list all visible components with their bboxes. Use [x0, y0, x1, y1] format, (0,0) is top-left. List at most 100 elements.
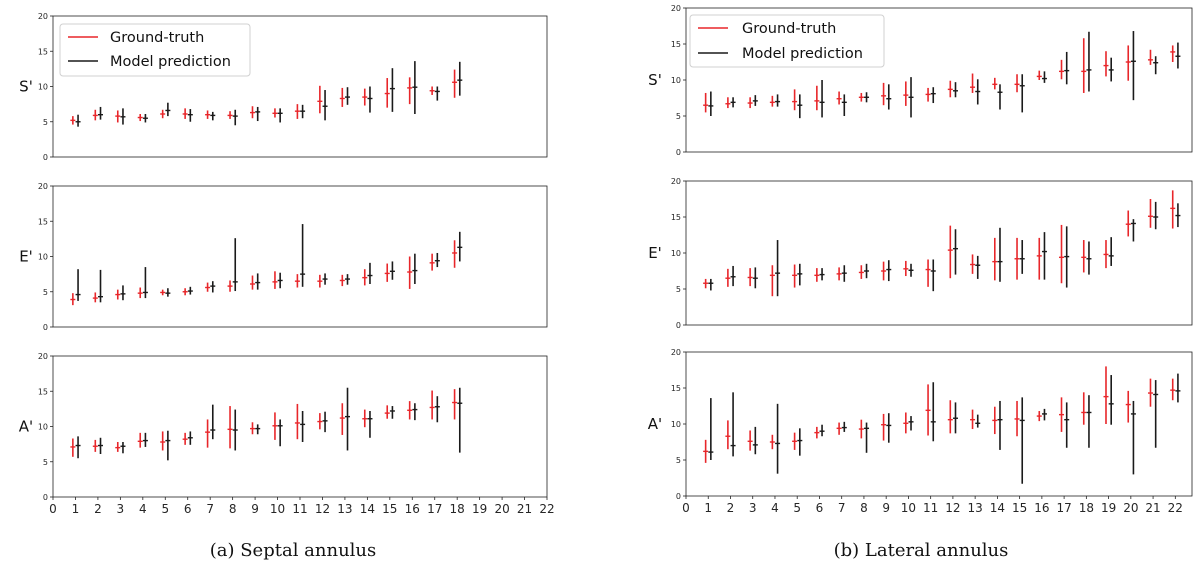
legend-label-ground-truth: Ground-truth	[742, 21, 836, 37]
x-tick-label: 11	[923, 501, 938, 515]
y-tick-label: 5	[676, 456, 681, 465]
y-tick-label: 15	[671, 384, 681, 393]
x-tick-label: 16	[1034, 501, 1049, 515]
y-tick-label: 20	[38, 12, 48, 21]
y-tick-label: 15	[38, 387, 48, 396]
x-tick-label: 3	[117, 502, 125, 516]
axes-frame	[685, 180, 1193, 326]
x-tick-label: 2	[727, 501, 735, 515]
x-tick-label: 11	[292, 502, 307, 516]
y-tick-label: 5	[43, 288, 48, 297]
axes-frame	[52, 355, 548, 498]
x-tick-label: 13	[337, 502, 352, 516]
x-tick-label: 15	[1012, 501, 1027, 515]
chart-lateral-0: 0 5 10 15 20 S'	[648, 4, 1193, 157]
x-tick-label: 19	[472, 502, 487, 516]
x-tick-label: 22	[1168, 501, 1183, 515]
x-tick-label: 1	[72, 502, 80, 516]
y-tick-label: 10	[38, 423, 48, 432]
x-tick-label: 6	[816, 501, 824, 515]
axes-frame	[52, 185, 548, 328]
x-tick-label: 12	[315, 502, 330, 516]
y-tick-label: 5	[676, 285, 681, 294]
legend-box	[59, 23, 251, 77]
x-tick-label: 20	[1123, 501, 1138, 515]
x-tick-label: 1	[704, 501, 712, 515]
x-tick-label: 12	[945, 501, 960, 515]
y-axis-label: S'	[19, 78, 33, 96]
y-tick-label: 5	[43, 458, 48, 467]
y-tick-label: 0	[43, 323, 48, 332]
y-tick-label: 20	[671, 177, 681, 186]
legend-lateral: Ground-truth Model prediction	[689, 14, 885, 68]
y-tick-label: 0	[43, 153, 48, 162]
y-tick-label: 0	[676, 492, 681, 501]
x-tick-label: 4	[771, 501, 779, 515]
y-tick-label: 20	[671, 4, 681, 13]
x-tick-label: 18	[1079, 501, 1094, 515]
y-tick-label: 15	[38, 47, 48, 56]
y-tick-label: 15	[38, 217, 48, 226]
x-tick-label: 9	[882, 501, 890, 515]
y-tick-label: 15	[671, 40, 681, 49]
x-tick-label: 0	[682, 501, 690, 515]
y-tick-label: 20	[671, 348, 681, 357]
x-tick-label: 22	[539, 502, 554, 516]
axes-frame	[685, 351, 1193, 497]
x-tick-label: 20	[494, 502, 509, 516]
y-axis-label: A'	[19, 418, 33, 436]
chart-septal-1: 0 5 10 15 20 E'	[19, 182, 548, 332]
x-tick-label: 14	[360, 502, 375, 516]
caption-lateral: (b) Lateral annulus	[834, 540, 1009, 561]
x-tick-label: 6	[184, 502, 192, 516]
x-tick-label: 13	[968, 501, 983, 515]
y-tick-label: 10	[671, 249, 681, 258]
x-tick-label: 17	[1056, 501, 1071, 515]
x-tick-label: 7	[206, 502, 214, 516]
y-tick-label: 0	[43, 493, 48, 502]
x-tick-label: 9	[251, 502, 259, 516]
x-tick-label: 7	[838, 501, 846, 515]
x-tick-label: 3	[749, 501, 757, 515]
y-tick-label: 5	[676, 112, 681, 121]
y-tick-label: 10	[38, 253, 48, 262]
x-tick-label: 17	[427, 502, 442, 516]
x-tick-label: 21	[517, 502, 532, 516]
x-tick-label: 10	[901, 501, 916, 515]
y-tick-label: 10	[38, 83, 48, 92]
legend-label-ground-truth: Ground-truth	[110, 30, 204, 46]
x-tick-label: 8	[229, 502, 237, 516]
x-tick-label: 4	[139, 502, 147, 516]
x-tick-label: 8	[860, 501, 868, 515]
chart-septal-0: 0 5 10 15 20 S'	[19, 12, 548, 162]
x-tick-label: 16	[405, 502, 420, 516]
x-tick-label: 2	[94, 502, 102, 516]
legend-box	[689, 14, 885, 68]
y-axis-label: E'	[19, 248, 33, 266]
y-tick-label: 10	[671, 76, 681, 85]
y-axis-label: S'	[648, 71, 662, 89]
y-axis-label: A'	[648, 415, 662, 433]
x-tick-label: 19	[1101, 501, 1116, 515]
y-tick-label: 0	[676, 148, 681, 157]
x-tick-label: 5	[793, 501, 801, 515]
x-tick-label: 15	[382, 502, 397, 516]
x-tick-label: 14	[990, 501, 1005, 515]
x-tick-label: 0	[49, 502, 57, 516]
y-tick-label: 15	[671, 213, 681, 222]
y-tick-label: 10	[671, 420, 681, 429]
x-tick-label: 18	[450, 502, 465, 516]
y-tick-label: 0	[676, 321, 681, 330]
y-tick-label: 20	[38, 352, 48, 361]
y-tick-label: 20	[38, 182, 48, 191]
x-tick-label: 21	[1145, 501, 1160, 515]
x-tick-label: 5	[161, 502, 169, 516]
chart-lateral-1: 0 5 10 15 20 E'	[648, 177, 1193, 330]
x-tick-label: 10	[270, 502, 285, 516]
caption-septal: (a) Septal annulus	[210, 540, 377, 561]
y-axis-label: E'	[648, 244, 662, 262]
